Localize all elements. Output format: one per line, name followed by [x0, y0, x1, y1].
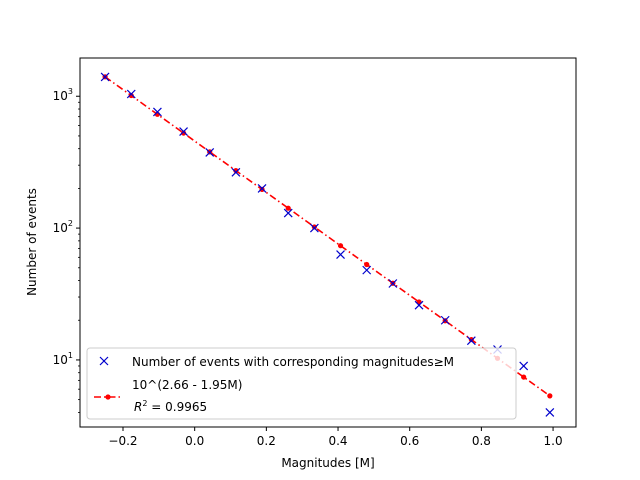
x-tick-label: 0.2	[257, 434, 276, 448]
data-point	[257, 183, 267, 193]
x-tick-label: 0.4	[328, 434, 347, 448]
y-axis: 101 102 103	[53, 87, 80, 413]
data-point	[440, 315, 450, 325]
fit-point	[521, 374, 527, 380]
data-point	[205, 147, 215, 157]
x-tick-label: 0.8	[472, 434, 491, 448]
legend-marker-scatter	[99, 356, 109, 366]
y-tick-label: 102	[53, 219, 73, 235]
data-point	[231, 167, 241, 177]
y-axis-label: Number of events	[25, 188, 39, 296]
plot-frame	[79, 57, 577, 428]
data-point	[179, 127, 188, 136]
legend-label-fit: 10^(2.66 - 1.95M)	[132, 378, 242, 392]
x-tick-label: 0.6	[400, 434, 419, 448]
fit-line	[104, 76, 551, 397]
fit-point	[364, 261, 370, 268]
fit-point	[285, 205, 291, 211]
fit-point	[547, 393, 553, 399]
fit-point	[311, 224, 317, 230]
fit-point	[233, 168, 239, 174]
r-squared-value: = 0.9965	[147, 400, 207, 414]
fit-point	[259, 186, 265, 193]
legend-label-scatter: Number of events with corresponding magn…	[132, 355, 454, 369]
r-squared-exponent: 2	[142, 399, 147, 408]
data-point	[545, 407, 555, 417]
fit-point	[468, 336, 474, 343]
data-point	[283, 208, 293, 218]
legend-label-r-squared: R2 = 0.9965	[134, 399, 207, 414]
data-point	[152, 107, 162, 117]
y-tick-label: 103	[53, 87, 73, 103]
data-point	[126, 89, 136, 99]
x-axis-label: Magnitudes [M]	[281, 456, 374, 470]
fit-point	[128, 92, 134, 99]
r-squared-symbol: R	[134, 400, 142, 414]
data-point	[519, 361, 529, 371]
x-tick-label: −0.2	[108, 434, 137, 448]
data-point	[388, 279, 398, 288]
fit-point	[337, 243, 344, 249]
data-point	[336, 250, 345, 259]
y-tick-label: 101	[53, 351, 73, 367]
data-point	[466, 336, 476, 346]
data-point	[309, 223, 319, 233]
data-point	[362, 265, 372, 275]
fit-point	[180, 130, 187, 136]
data-point	[414, 300, 424, 310]
data-point	[100, 72, 110, 82]
x-tick-label: 0.0	[185, 434, 204, 448]
x-tick-label: 1.0	[544, 434, 563, 448]
legend-marker-fit	[94, 394, 122, 400]
legend-box	[86, 347, 517, 420]
x-axis: −0.2 0.0 0.2 0.4 0.6 0.8 1.0	[108, 427, 563, 448]
legend: Number of events with corresponding magn…	[86, 347, 517, 420]
